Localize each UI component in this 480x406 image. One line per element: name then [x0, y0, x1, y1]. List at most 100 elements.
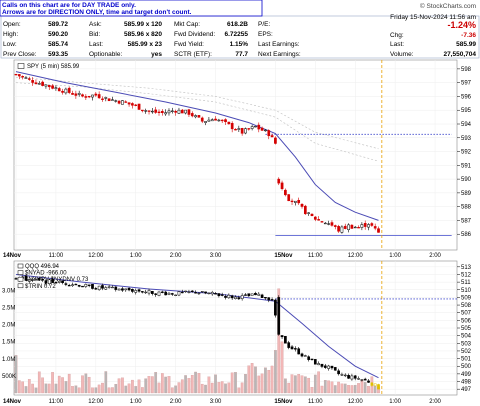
spy-candle [144, 110, 148, 112]
qqq-xtick-label: 3:00 [210, 399, 222, 405]
volume-bar [363, 382, 367, 394]
quote-fwd-dividend-label: Fwd Dividend: [174, 31, 215, 38]
spy-candle [170, 110, 174, 112]
qqq-candle [134, 290, 138, 293]
spy-candle [230, 123, 234, 130]
spy-ma-upper [15, 76, 379, 150]
spy-candle [210, 119, 214, 122]
spy-candle [194, 115, 197, 118]
qqq-ytick-label: 504 [461, 334, 472, 340]
volume-bar [207, 376, 211, 394]
volume-bar [307, 377, 311, 394]
qqq-candle [313, 359, 317, 365]
volume-bar [121, 377, 124, 394]
quote-last-label: Last: [89, 41, 103, 48]
spy-candle [91, 94, 94, 98]
quote-last-earnings-label: Last Earnings: [258, 41, 300, 48]
volume-bar [71, 386, 74, 394]
volume-bar [327, 380, 330, 394]
qqq-ytick-label: 501 [461, 357, 472, 363]
qqq-candle [217, 293, 221, 297]
volume-bar [164, 376, 168, 394]
qqq-candle [224, 296, 227, 298]
qqq-candle [27, 279, 31, 282]
qqq-candle [81, 285, 84, 288]
quote-eps-label: EPS: [258, 31, 273, 38]
qqq-candle [190, 290, 194, 292]
spy-candle [27, 78, 31, 80]
qqq-candle [61, 280, 64, 283]
volume-bar [313, 374, 317, 394]
quote-optionable-value: yes [151, 51, 162, 58]
qqq-candle [107, 286, 111, 288]
spy-ytick-label: 590 [461, 177, 472, 183]
qqq-candle [297, 348, 301, 355]
spy-ytick-label: 593 [461, 136, 472, 142]
spy-candle [327, 223, 330, 225]
volume-bar [317, 371, 320, 394]
spy-ytick-label: 588 [461, 205, 472, 211]
qqq-legend-entry: $TRIN 0.72 [25, 284, 56, 290]
spy-candle [320, 221, 324, 223]
spy-candle [137, 103, 141, 110]
volume-bar [117, 378, 121, 394]
spy-x-axis: 14Nov 11:00 12:00 1:00 2:00 3:00 15Nov 11:00 12:… [3, 253, 442, 259]
qqq-candle [287, 342, 291, 348]
volume-bar [353, 384, 357, 394]
qqq-candle [280, 335, 284, 338]
spy-candle [101, 98, 104, 100]
spy-ma-lower-line [15, 82, 379, 162]
qqq-candle [31, 279, 34, 281]
volume-bar [284, 378, 287, 394]
volume-bar [141, 387, 144, 394]
spy-candle [317, 219, 320, 221]
spy-candle [14, 73, 18, 76]
qqq-candle [121, 288, 124, 291]
spy-candle [234, 129, 237, 131]
spy-candle [74, 93, 78, 96]
qqq-candle [307, 356, 311, 360]
volume-bar [167, 376, 171, 394]
qqq-ytick-label: 499 [461, 372, 472, 378]
volume-bar [194, 371, 197, 394]
volume-bar [210, 382, 214, 394]
volume-bar [61, 377, 64, 394]
volume-bar [274, 350, 277, 394]
volume-tick-label: 1.0M [2, 357, 15, 363]
qqq-candle [363, 378, 367, 381]
spy-candle [97, 94, 101, 99]
volume-bar [34, 387, 38, 394]
volume-bar [54, 383, 58, 394]
qqq-candle [333, 367, 337, 371]
qqq-candle [323, 365, 327, 368]
spy-candle [84, 96, 88, 98]
qqq-legend-swatch [17, 276, 24, 282]
spy-candle [151, 110, 154, 113]
qqq-candle [177, 291, 181, 296]
volume-bar [64, 381, 68, 394]
qqq-candle [220, 294, 224, 296]
spy-xtick-label: 2:00 [429, 253, 441, 259]
volume-bar [240, 382, 244, 394]
quote-fwd-dividend-value: 6.72255 [225, 31, 249, 38]
volume-bar [200, 383, 204, 394]
volume-bar [247, 365, 251, 394]
quote-bid-value: 585.96 x 820 [124, 31, 162, 38]
spy-candle [330, 222, 334, 226]
spy-grid [14, 60, 457, 250]
volume-bar [264, 367, 267, 394]
qqq-candle [347, 375, 350, 379]
spy-ytick-label: 596 [461, 94, 472, 100]
volume-bar [237, 387, 241, 394]
spy-candle [254, 125, 257, 128]
volume-bar [51, 372, 54, 394]
spy-candle [147, 110, 151, 112]
qqq-candle [167, 292, 171, 295]
spy-candle [277, 178, 281, 184]
spy-candle [220, 119, 224, 122]
volume-bar [27, 379, 31, 394]
volume-bar [41, 377, 44, 394]
spy-candle [294, 200, 297, 203]
qqq-candle [244, 294, 247, 296]
quote-fwd-yield-label: Fwd Yield: [174, 41, 204, 48]
